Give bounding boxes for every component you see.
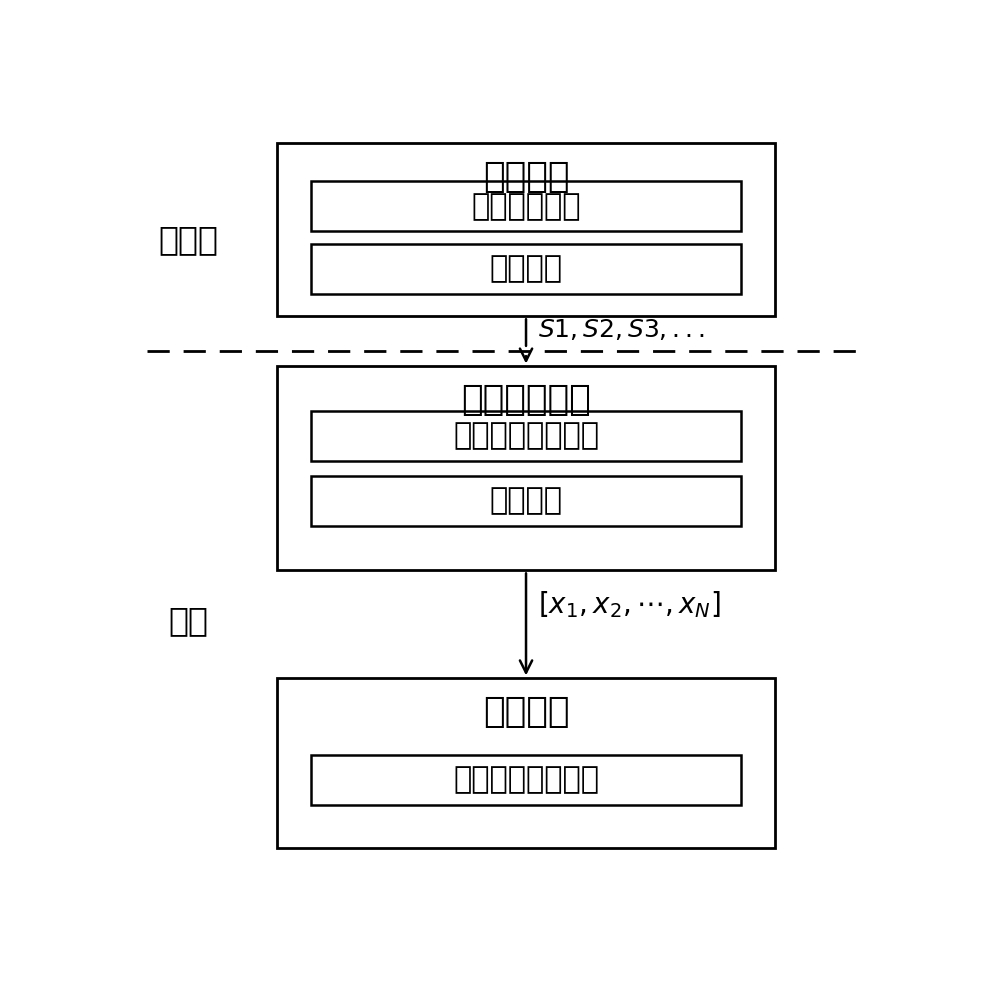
Text: 片段筛选: 片段筛选 (483, 695, 570, 729)
Bar (312, 755, 741, 805)
Text: 数据采集: 数据采集 (483, 160, 570, 194)
Text: 开路电压采集: 开路电压采集 (472, 192, 581, 221)
Text: $S1, S2, S3,...$: $S1, S2, S3,...$ (538, 317, 704, 342)
Text: 片段特征曲线提取: 片段特征曲线提取 (453, 421, 599, 450)
Bar (277, 678, 775, 848)
Text: 片段初筛: 片段初筛 (490, 254, 563, 283)
Text: 本地端: 本地端 (159, 223, 219, 256)
Text: $[x_1,x_2,\cdots,x_N]$: $[x_1,x_2,\cdots,x_N]$ (538, 590, 720, 620)
Bar (277, 366, 775, 570)
Bar (312, 181, 741, 231)
Text: 特征提取: 特征提取 (490, 487, 563, 516)
Text: 云端: 云端 (169, 604, 209, 637)
Bar (312, 411, 741, 461)
Bar (312, 476, 741, 526)
Bar (277, 143, 775, 316)
Text: 开路电压片段聚类: 开路电压片段聚类 (453, 765, 599, 794)
Bar (312, 244, 741, 294)
Text: 片段特征提取: 片段特征提取 (461, 383, 590, 417)
